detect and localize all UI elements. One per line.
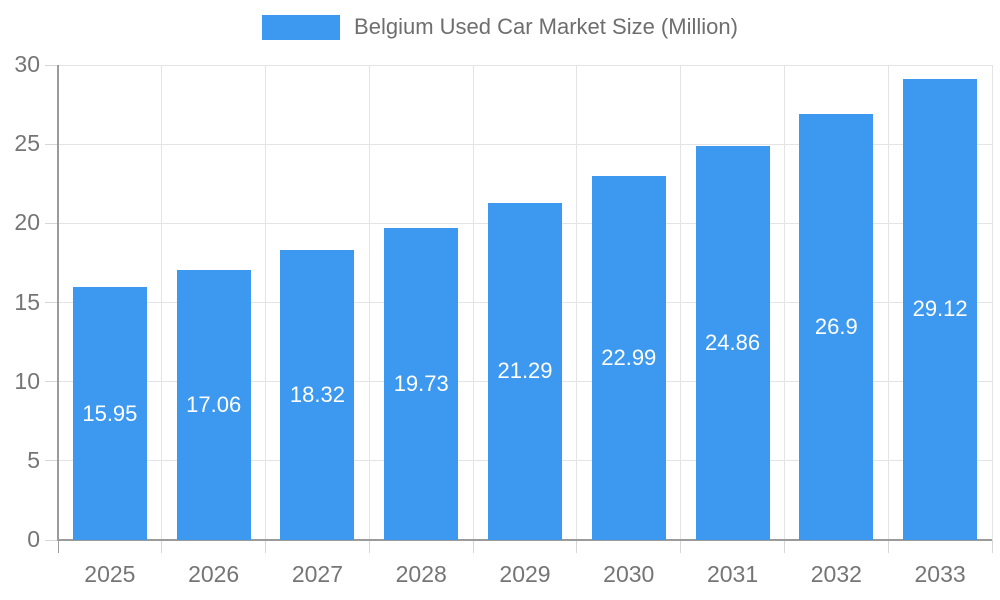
bar-value-label: 26.9: [814, 314, 858, 340]
y-axis-tick-label: 0: [27, 526, 40, 552]
bar-value-label: 19.73: [393, 370, 449, 396]
y-axis-tick: [45, 222, 58, 224]
y-gridline: [58, 143, 992, 145]
y-axis-tick-label: 15: [14, 288, 40, 315]
x-axis-category-label: 2025: [84, 561, 136, 587]
bar-value-label: 15.95: [82, 400, 138, 426]
x-axis-category-label: 2029: [499, 561, 551, 587]
x-gridline: [472, 65, 474, 540]
y-axis-tick-label: 30: [14, 51, 40, 77]
x-gridline: [576, 65, 578, 540]
x-axis-category-label: 2030: [603, 561, 655, 587]
y-axis-line: [57, 65, 59, 540]
y-axis-tick: [45, 302, 58, 303]
x-axis-category-label: 2026: [188, 561, 240, 587]
y-axis-tick-label: 5: [27, 446, 40, 473]
chart-title: Belgium Used Car Market Size (Million): [354, 14, 738, 39]
y-axis-tick: [45, 64, 58, 66]
bar-2032[interactable]: 26.9: [799, 114, 874, 540]
x-axis-line: [57, 539, 992, 541]
x-axis-category-label: 2032: [810, 561, 862, 587]
bar-value-label: 24.86: [705, 330, 761, 356]
bar-value-label: 17.06: [186, 391, 242, 417]
bar-value-label: 29.12: [912, 296, 968, 322]
bar-value-label: 21.29: [497, 358, 553, 384]
x-gridline: [783, 65, 785, 540]
x-axis-tick: [991, 540, 993, 553]
x-gridline: [991, 65, 993, 540]
x-gridline: [887, 65, 889, 540]
y-axis-tick-label: 10: [14, 367, 40, 394]
x-axis-category-label: 2028: [395, 561, 447, 587]
x-axis-tick: [887, 540, 889, 553]
x-gridline: [265, 65, 267, 540]
bar-value-label: 22.99: [601, 344, 657, 370]
x-axis-tick: [783, 540, 785, 553]
bar-2033[interactable]: 29.12: [903, 78, 978, 540]
x-axis-tick: [161, 540, 163, 553]
bar-2030[interactable]: 22.99: [591, 175, 666, 540]
x-axis-category-label: 2027: [291, 561, 344, 587]
x-axis-tick: [472, 540, 474, 553]
x-axis-category-label: 2031: [706, 561, 759, 587]
legend-item[interactable]: Belgium Used Car Market Size (Million): [262, 14, 738, 40]
x-axis-tick: [368, 540, 370, 553]
bar-2029[interactable]: 21.29: [488, 202, 562, 540]
x-axis-tick: [576, 540, 578, 553]
y-axis-tick: [45, 381, 58, 383]
chart-legend: Belgium Used Car Market Size (Million): [0, 14, 1000, 40]
x-gridline: [161, 65, 163, 540]
x-axis-tick: [680, 540, 682, 553]
x-gridline: [368, 65, 370, 540]
bar-value-label: 18.32: [289, 381, 345, 407]
bar-2026[interactable]: 17.06: [176, 269, 251, 540]
y-axis-tick: [45, 143, 58, 145]
y-gridline: [58, 64, 992, 66]
bar-2025[interactable]: 15.95: [72, 287, 147, 540]
legend-swatch-icon: [262, 14, 341, 40]
x-axis-category-label: 2033: [914, 561, 966, 587]
y-axis-tick: [45, 460, 58, 462]
bar-2028[interactable]: 19.73: [384, 227, 459, 540]
bar-2027[interactable]: 18.32: [280, 249, 355, 540]
x-gridline: [680, 65, 682, 540]
x-axis-tick: [57, 540, 59, 553]
y-axis-tick-label: 25: [14, 130, 40, 157]
y-axis-tick-label: 20: [14, 209, 40, 236]
bar-2031[interactable]: 24.86: [695, 146, 770, 540]
y-axis-tick: [45, 539, 58, 541]
x-axis-tick: [265, 540, 267, 553]
